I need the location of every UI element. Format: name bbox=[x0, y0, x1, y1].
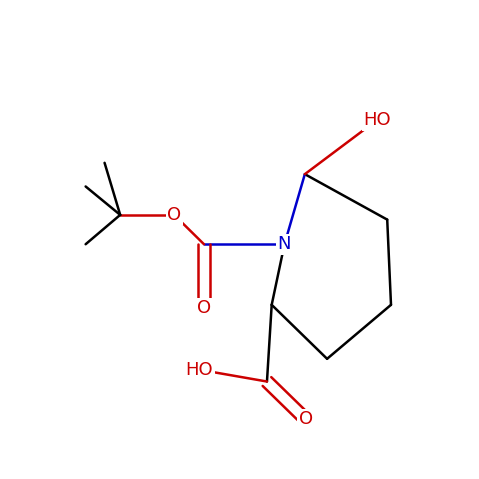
Text: O: O bbox=[299, 411, 313, 428]
Text: HO: HO bbox=[185, 361, 213, 379]
Text: O: O bbox=[167, 206, 181, 224]
Text: HO: HO bbox=[363, 111, 390, 129]
Text: O: O bbox=[197, 299, 211, 317]
Text: N: N bbox=[278, 235, 291, 253]
